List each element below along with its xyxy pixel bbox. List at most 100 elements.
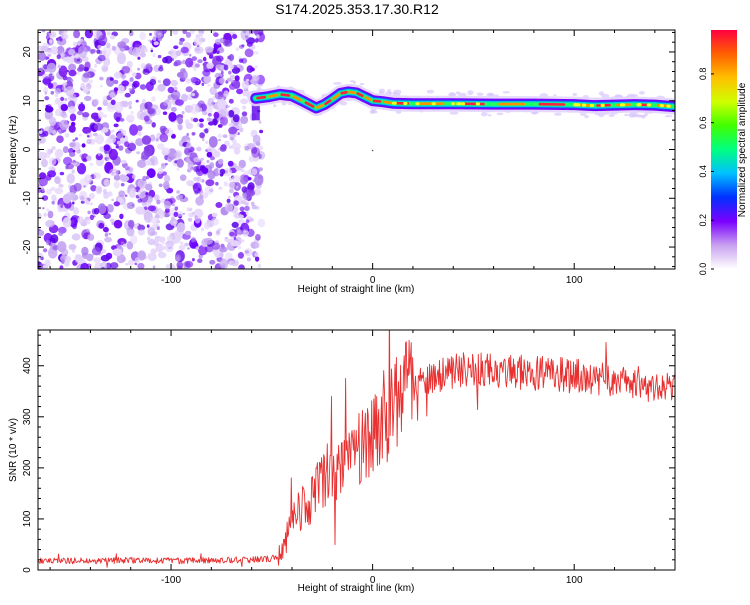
noise-speck (169, 264, 175, 271)
noise-speck (58, 129, 61, 131)
noise-speck (146, 63, 152, 68)
noise-speck (254, 51, 259, 55)
noise-speck (43, 131, 48, 137)
noise-speck (86, 133, 92, 138)
noise-speck (55, 88, 61, 94)
ridge-haze (533, 112, 537, 115)
noise-speck (49, 117, 57, 126)
noise-speck (55, 188, 64, 194)
noise-speck (153, 265, 156, 268)
ridge-dot (415, 102, 419, 105)
noise-speck (55, 149, 63, 159)
noise-speck (168, 112, 176, 122)
noise-speck (111, 199, 114, 201)
figure-title: S174.2025.353.17.30.R12 (275, 1, 439, 17)
noise-speck (128, 260, 134, 266)
noise-speck (216, 230, 220, 234)
ridge-haze (481, 112, 488, 117)
noise-speck (138, 229, 145, 235)
noise-speck (145, 73, 148, 75)
noise-speck (142, 135, 151, 145)
noise-speck (207, 152, 213, 158)
noise-speck (240, 98, 248, 104)
noise-speck (215, 39, 222, 45)
noise-speck (157, 168, 163, 175)
noise-speck (163, 181, 170, 189)
snr-y-label: SNR (10 * v/v) (8, 418, 19, 482)
noise-speck (171, 80, 178, 86)
noise-speck (201, 162, 205, 165)
noise-speck (229, 54, 234, 61)
noise-speck (218, 139, 221, 142)
noise-speck (201, 228, 204, 232)
noise-speck (187, 170, 189, 172)
noise-speck (47, 209, 50, 212)
noise-speck (211, 218, 219, 226)
snr-x-tick-label: 100 (566, 575, 583, 586)
noise-speck (155, 88, 158, 91)
noise-speck (219, 246, 227, 252)
noise-speck (132, 72, 137, 77)
noise-speck (177, 190, 180, 193)
ridge-dot (666, 105, 670, 108)
noise-speck (254, 252, 259, 257)
noise-speck (107, 106, 116, 112)
noise-speck (208, 121, 214, 125)
noise-speck (140, 52, 146, 57)
noise-speck (185, 261, 193, 268)
noise-speck (202, 69, 210, 76)
noise-speck (90, 215, 94, 221)
spectrogram-y-tick-label: -10 (22, 191, 33, 206)
noise-speck (71, 122, 75, 126)
noise-speck (48, 31, 56, 38)
colorbar-tick-label: 0.4 (698, 165, 708, 178)
noise-speck (67, 173, 75, 183)
colorbar-tick-label: 0.8 (698, 68, 708, 81)
noise-speck (38, 52, 46, 61)
noise-speck (236, 229, 242, 236)
noise-speck (193, 177, 200, 182)
noise-speck (175, 206, 179, 210)
noise-speck (69, 125, 76, 133)
noise-speck (191, 77, 199, 83)
noise-speck (229, 99, 234, 104)
noise-speck (195, 47, 201, 51)
noise-speck (228, 182, 235, 189)
noise-speck (73, 42, 77, 47)
noise-speck (177, 117, 183, 124)
noise-speck (199, 195, 203, 199)
noise-speck (98, 55, 106, 61)
ridge-peak (270, 95, 277, 97)
ridge-dot (393, 102, 397, 105)
noise-speck (185, 58, 193, 68)
noise-speck (232, 34, 237, 39)
noise-speck (212, 243, 220, 250)
noise-speck (219, 77, 225, 84)
spectrogram-y-tick-label: 10 (22, 95, 33, 107)
noise-speck (242, 106, 246, 110)
noise-speck (104, 114, 107, 118)
noise-speck (239, 59, 244, 63)
noise-speck (94, 208, 99, 215)
noise-speck (158, 80, 161, 83)
noise-speck (204, 222, 210, 230)
noise-speck (51, 146, 55, 150)
noise-speck (140, 108, 143, 112)
noise-speck (97, 45, 101, 49)
noise-speck (54, 198, 57, 201)
noise-speck (242, 91, 249, 96)
noise-speck (80, 263, 89, 272)
ridge-haze (632, 113, 639, 117)
noise-speck (181, 47, 189, 54)
noise-speck (79, 64, 85, 71)
noise-speck (110, 134, 116, 139)
noise-speck (41, 159, 48, 168)
noise-speck (43, 248, 47, 252)
noise-speck (136, 151, 140, 154)
noise-speck (199, 118, 204, 122)
noise-speck (137, 57, 140, 60)
noise-speck (57, 54, 61, 59)
noise-speck (157, 226, 160, 230)
